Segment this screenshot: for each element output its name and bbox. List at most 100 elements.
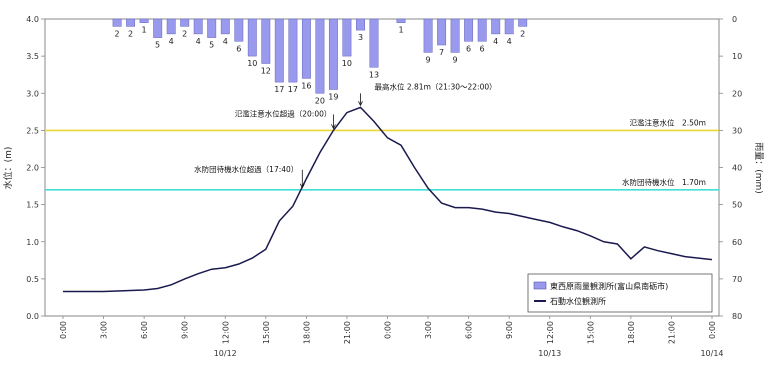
legend-rain-swatch bbox=[533, 281, 547, 290]
rain-bar bbox=[288, 18, 298, 83]
rain-bar bbox=[518, 18, 528, 27]
annotation-label: 水防団待機水位超過（17:40） bbox=[194, 164, 298, 174]
x-tick-label: 3:00 bbox=[100, 321, 109, 339]
right-tick-label: 0 bbox=[732, 15, 737, 24]
x-tick-label: 0:00 bbox=[59, 321, 68, 339]
rain-bar-label: 4 bbox=[223, 37, 228, 46]
left-tick-label: 0.0 bbox=[26, 312, 39, 321]
left-tick-label: 1.5 bbox=[26, 201, 39, 210]
x-tick-label: 12:00 bbox=[546, 321, 555, 344]
rain-bar-label: 1 bbox=[142, 26, 147, 35]
x-tick-label: 21:00 bbox=[343, 321, 352, 344]
date-label: 10/14 bbox=[700, 349, 723, 358]
legend-box bbox=[527, 273, 713, 313]
legend-level-label: 石動水位観測所 bbox=[550, 296, 606, 306]
annotation-arrow-head bbox=[358, 101, 363, 107]
rain-bar bbox=[180, 18, 190, 27]
rain-bar-label: 5 bbox=[209, 41, 214, 50]
rain-bar-label: 10 bbox=[247, 59, 257, 68]
x-tick-label: 6:00 bbox=[465, 321, 474, 339]
rain-bar-label: 7 bbox=[439, 48, 444, 57]
right-tick-label: 50 bbox=[732, 201, 742, 210]
date-label: 10/12 bbox=[214, 349, 237, 358]
rain-bar bbox=[234, 18, 244, 42]
rain-bar bbox=[396, 18, 406, 23]
rain-bar bbox=[153, 18, 163, 38]
x-tick-label: 15:00 bbox=[586, 321, 595, 344]
rain-bar bbox=[423, 18, 433, 53]
rain-bar bbox=[126, 18, 136, 27]
rain-bar-label: 6 bbox=[466, 44, 471, 53]
x-tick-label: 18:00 bbox=[302, 321, 311, 344]
rain-bar bbox=[328, 18, 338, 90]
date-label: 10/13 bbox=[538, 349, 561, 358]
annotation-label: 最高水位 2.81m（21:30～22:00） bbox=[375, 81, 497, 91]
right-tick-label: 20 bbox=[732, 89, 742, 98]
rain-bar-label: 20 bbox=[315, 96, 325, 105]
right-tick-label: 60 bbox=[732, 238, 742, 247]
legend: 東西原雨量観測所(富山県南砺市) 石動水位観測所 bbox=[527, 273, 713, 313]
annotation-label: 氾濫注意水位超過（20:00） bbox=[235, 108, 332, 118]
x-tick-label: 21:00 bbox=[667, 321, 676, 344]
left-tick-label: 3.0 bbox=[26, 89, 39, 98]
rain-bar-label: 13 bbox=[369, 70, 379, 79]
rain-bar-label: 10 bbox=[342, 59, 352, 68]
right-tick-label: 80 bbox=[732, 312, 742, 321]
right-tick-label: 30 bbox=[732, 126, 742, 135]
rain-bar bbox=[112, 18, 122, 27]
annotation-arrow-head bbox=[331, 124, 336, 130]
rain-bar bbox=[437, 18, 447, 46]
rain-bar bbox=[491, 18, 501, 35]
rain-bar bbox=[193, 18, 203, 35]
rain-bar-label: 1 bbox=[398, 26, 403, 35]
x-tick-label: 0:00 bbox=[384, 321, 393, 339]
rain-bar bbox=[315, 18, 325, 94]
rain-bar-label: 16 bbox=[301, 81, 311, 90]
rain-bar bbox=[301, 18, 311, 79]
rain-bar bbox=[450, 18, 460, 53]
rain-bar-label: 9 bbox=[426, 55, 431, 64]
rain-bar-label: 2 bbox=[115, 29, 120, 38]
right-axis-title: 雨量：(mm) bbox=[753, 142, 764, 194]
water-level-line bbox=[63, 106, 713, 293]
x-tick-label: 9:00 bbox=[505, 321, 514, 339]
plot-area bbox=[44, 18, 720, 317]
rain-bar-label: 9 bbox=[453, 55, 458, 64]
left-tick-label: 2.5 bbox=[26, 126, 39, 135]
x-tick-label: 18:00 bbox=[627, 321, 636, 344]
rain-bar bbox=[504, 18, 514, 35]
rain-bar-label: 2 bbox=[128, 29, 133, 38]
x-tick-label: 9:00 bbox=[181, 321, 190, 339]
rain-bar bbox=[207, 18, 217, 38]
rain-bar bbox=[166, 18, 176, 35]
x-tick-label: 3:00 bbox=[424, 321, 433, 339]
rain-bar bbox=[220, 18, 230, 35]
rain-bar bbox=[477, 18, 487, 42]
rain-bar bbox=[369, 18, 379, 68]
rain-bar-label: 3 bbox=[358, 33, 363, 42]
rain-bar-label: 6 bbox=[480, 44, 485, 53]
rain-bar-label: 2 bbox=[520, 29, 525, 38]
rain-bar bbox=[261, 18, 271, 64]
right-tick-label: 70 bbox=[732, 275, 742, 284]
x-tick-label: 6:00 bbox=[140, 321, 149, 339]
right-tick-label: 40 bbox=[732, 164, 742, 173]
rain-bar bbox=[342, 18, 352, 57]
rain-bar bbox=[464, 18, 474, 42]
rain-bar bbox=[356, 18, 365, 31]
left-tick-label: 2.0 bbox=[26, 164, 39, 173]
rain-bar-label: 2 bbox=[182, 29, 187, 38]
rain-bar-label: 19 bbox=[328, 93, 338, 102]
rain-bar-label: 4 bbox=[196, 37, 201, 46]
rain-bar-label: 5 bbox=[155, 41, 160, 50]
threshold-label: 水防団待機水位 1.70m bbox=[622, 177, 706, 187]
left-axis-title: 水位：(m) bbox=[2, 147, 14, 190]
left-tick-label: 0.5 bbox=[26, 275, 39, 284]
rain-bar-label: 12 bbox=[261, 67, 271, 76]
legend-rain-label: 東西原雨量観測所(富山県南砺市) bbox=[550, 281, 668, 291]
left-tick-label: 1.0 bbox=[26, 238, 39, 247]
rain-bar bbox=[274, 18, 284, 83]
rain-bar bbox=[139, 18, 149, 23]
left-tick-label: 3.5 bbox=[26, 52, 39, 61]
